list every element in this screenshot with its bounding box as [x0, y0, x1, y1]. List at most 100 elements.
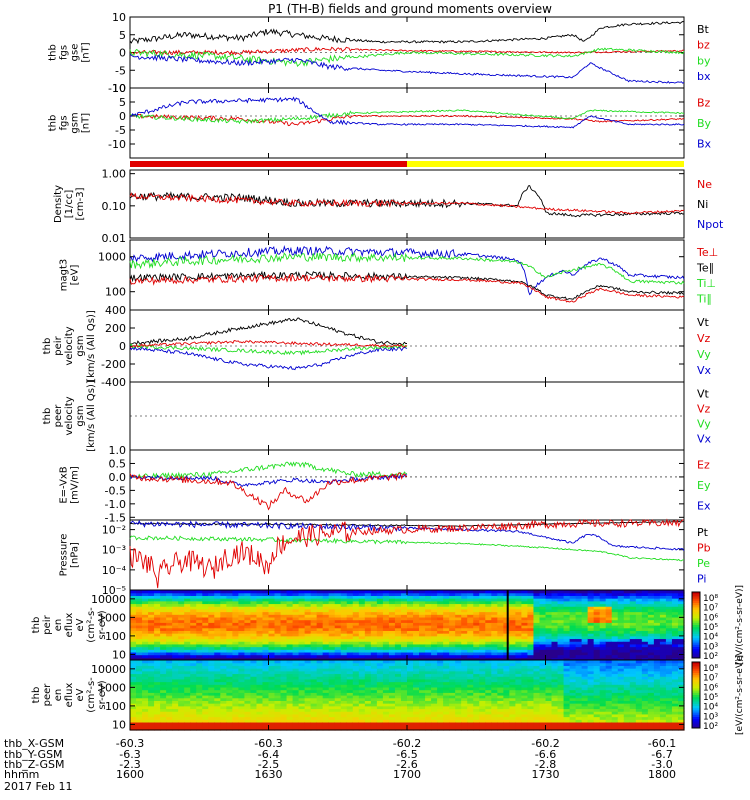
spectrogram-cell	[491, 635, 498, 640]
spectrogram-cell	[268, 721, 276, 726]
spectrogram-cell	[316, 676, 324, 680]
spectrogram-cell	[551, 668, 559, 672]
spectrogram-cell	[581, 592, 589, 596]
spectrogram-cell	[575, 703, 583, 707]
spectrogram-cell	[208, 719, 215, 723]
spectrogram-cell	[214, 619, 221, 623]
spectrogram-cell	[376, 611, 384, 615]
spectrogram-cell	[647, 670, 655, 675]
spectrogram-cell	[527, 657, 535, 661]
spectrogram-cell	[563, 619, 571, 623]
spectrogram-cell	[515, 630, 523, 634]
spectrogram-cell	[136, 657, 143, 661]
spectrogram-cell	[310, 713, 318, 718]
spectrogram-cell	[136, 625, 143, 629]
spectrogram-cell	[611, 641, 619, 645]
spectrogram-cell	[310, 603, 318, 607]
spectrogram-cell	[641, 646, 649, 650]
spectrogram-cell	[340, 676, 348, 680]
spectrogram-cell	[665, 646, 673, 650]
spectrogram-cell	[437, 657, 444, 661]
spectrogram-cell	[322, 678, 330, 683]
y-axis-label: thb	[31, 617, 42, 634]
spectrogram-cell	[154, 716, 161, 720]
spectrogram-cell	[328, 705, 336, 710]
spectrogram-cell	[461, 638, 468, 642]
spectrogram-cell	[497, 684, 504, 688]
spectrogram-cell	[370, 670, 378, 675]
spectrogram-cell	[521, 649, 529, 653]
spectrogram-cell	[599, 611, 607, 615]
spectrogram-cell	[617, 627, 625, 631]
spectrogram-cell	[509, 662, 516, 666]
spectrogram-cell	[160, 598, 167, 602]
spectrogram-cell	[136, 692, 143, 696]
spectrogram-cell	[515, 641, 523, 645]
spectrogram-cell	[479, 686, 486, 691]
spectrogram-cell	[671, 630, 679, 634]
spectrogram-cell	[256, 692, 264, 696]
spectrogram-cell	[545, 660, 553, 664]
spectrogram-cell	[274, 705, 282, 710]
spectrogram-cell	[617, 719, 625, 723]
spectrogram-cell	[419, 619, 426, 623]
spectrogram-cell	[268, 649, 276, 653]
spectrogram-cell	[413, 678, 420, 683]
spectrogram-cell	[166, 635, 173, 640]
spectrogram-cell	[178, 641, 185, 645]
spectrogram-cell	[485, 595, 492, 599]
spectrogram-cell	[425, 598, 432, 602]
spectrogram-cell	[425, 700, 432, 704]
spectrogram-cell	[509, 630, 516, 634]
spectrogram-cell	[407, 662, 414, 666]
spectrogram-cell	[298, 598, 306, 602]
legend-Bt: Bt	[697, 23, 710, 36]
spectrogram-cell	[587, 705, 595, 710]
spectrogram-cell	[214, 627, 221, 631]
spectrogram-cell	[557, 595, 565, 599]
spectrogram-cell	[611, 619, 619, 623]
spectrogram-cell	[635, 649, 643, 653]
spectrogram-cell	[358, 689, 366, 693]
spectrogram-cell	[509, 608, 516, 613]
spectrogram-cell	[190, 670, 197, 675]
spectrogram-cell	[629, 716, 637, 720]
spectrogram-cell	[274, 689, 282, 693]
spectrogram-cell	[160, 727, 167, 731]
spectrogram-cell	[455, 713, 462, 718]
spectrogram-cell	[665, 627, 673, 631]
spectrogram-cell	[208, 630, 215, 634]
spectrogram-cell	[593, 590, 601, 594]
spectrogram-cell	[148, 705, 155, 710]
spectrogram-cell	[226, 643, 233, 648]
spectrogram-cell	[280, 608, 288, 613]
spectrogram-cell	[268, 695, 276, 699]
spectrogram-cell	[581, 616, 589, 621]
spectrogram-cell	[461, 619, 468, 623]
spectrogram-cell	[244, 616, 252, 621]
spectrogram-cell	[244, 643, 252, 648]
spectrogram-cell	[515, 708, 523, 712]
spectrogram-cell	[394, 708, 402, 712]
spectrogram-cell	[316, 716, 324, 720]
spectrogram-cell	[322, 668, 330, 672]
spectrogram-cell	[557, 711, 565, 715]
spectrogram-cell	[623, 708, 631, 712]
spectrogram-cell	[455, 724, 462, 728]
spectrogram-cell	[172, 676, 179, 680]
spectrogram-cell	[485, 713, 492, 718]
spectrogram-cell	[220, 727, 227, 731]
spectrogram-cell	[226, 724, 233, 728]
spectrogram-cell	[388, 643, 396, 648]
spectrogram-cell	[370, 633, 378, 637]
spectrogram-cell	[304, 622, 312, 626]
spectrogram-cell	[461, 651, 468, 656]
series-Vx	[129, 346, 408, 371]
spectrogram-cell	[677, 673, 685, 677]
spectrogram-cell	[202, 608, 209, 613]
spectrogram-cell	[563, 635, 571, 640]
spectrogram-cell	[425, 711, 432, 715]
spectrogram-cell	[461, 614, 468, 618]
spectrogram-cell	[232, 651, 239, 656]
spectrogram-cell	[527, 703, 535, 707]
